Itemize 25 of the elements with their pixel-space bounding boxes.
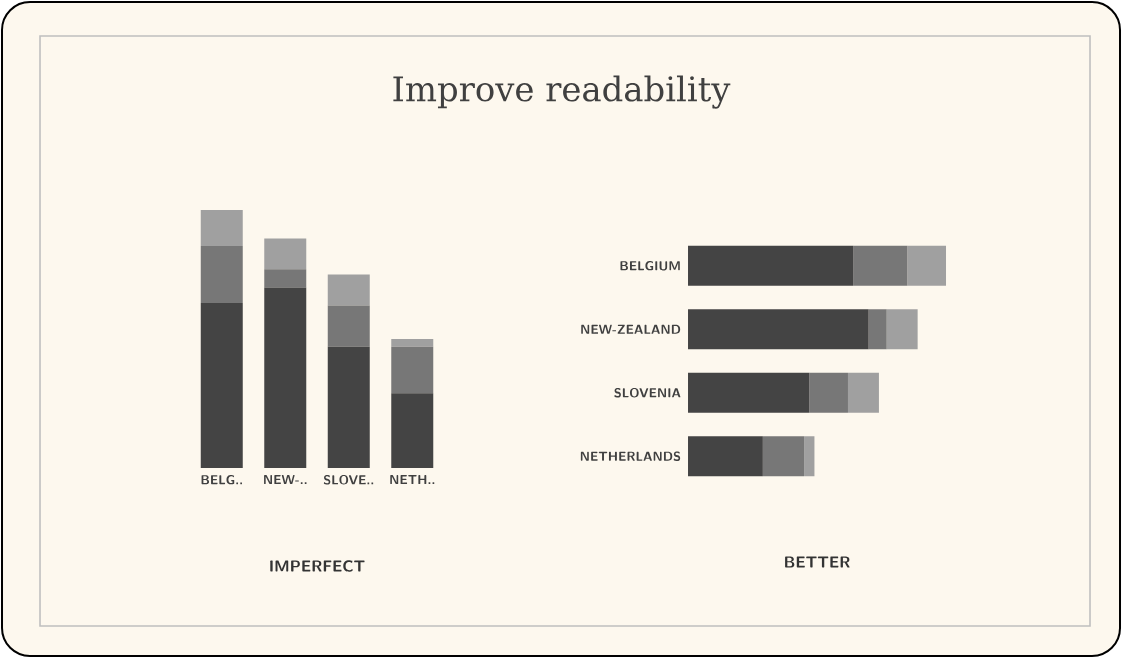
- bar: [688, 309, 869, 350]
- text: Improve readability: [393, 75, 731, 109]
- bar: [391, 339, 434, 347]
- bar: [264, 287, 307, 468]
- bar: [391, 393, 434, 468]
- bar: [688, 436, 763, 477]
- bar: [327, 305, 370, 347]
- bar: [327, 274, 370, 306]
- bar: [264, 238, 307, 270]
- bar: [200, 302, 243, 468]
- bar: [327, 346, 370, 468]
- bar: [809, 372, 848, 413]
- bar: [868, 309, 887, 350]
- bar: [804, 436, 815, 477]
- bar: [264, 269, 307, 288]
- bar: [200, 210, 243, 247]
- bar: [847, 372, 879, 413]
- bar: [853, 245, 908, 286]
- bar: [886, 309, 918, 350]
- bar: [391, 346, 434, 394]
- bar: [200, 246, 243, 303]
- bar: [907, 245, 947, 286]
- bar: [688, 372, 810, 413]
- bar: [688, 245, 854, 286]
- bar: [762, 436, 805, 477]
